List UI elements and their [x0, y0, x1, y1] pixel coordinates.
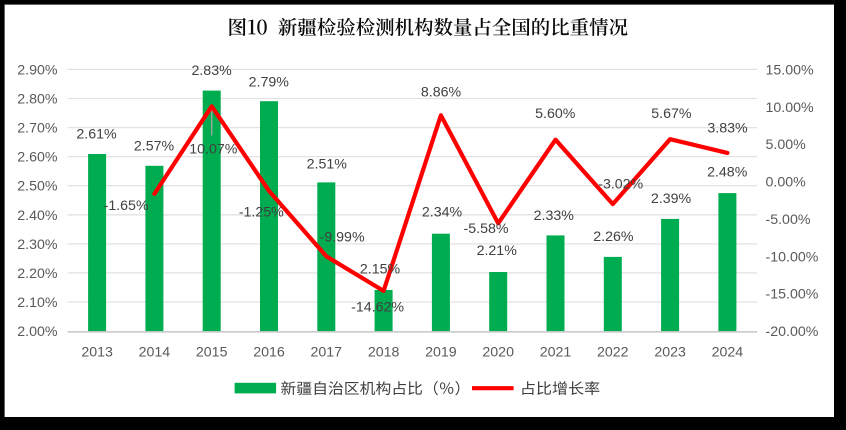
- svg-text:2013: 2013: [81, 345, 113, 361]
- svg-text:2.50%: 2.50%: [17, 179, 58, 195]
- svg-text:2.61%: 2.61%: [76, 126, 117, 142]
- svg-text:2021: 2021: [540, 345, 572, 361]
- svg-text:2019: 2019: [425, 345, 457, 361]
- svg-text:2.57%: 2.57%: [134, 139, 175, 155]
- svg-text:2.90%: 2.90%: [17, 62, 58, 78]
- svg-text:2.60%: 2.60%: [17, 150, 58, 166]
- svg-text:2014: 2014: [139, 345, 171, 361]
- svg-text:-9.99%: -9.99%: [320, 230, 365, 246]
- svg-text:5.67%: 5.67%: [651, 106, 692, 122]
- svg-text:2017: 2017: [311, 345, 343, 361]
- svg-text:2.70%: 2.70%: [17, 121, 58, 137]
- svg-text:5.60%: 5.60%: [535, 106, 576, 122]
- svg-text:15.00%: 15.00%: [766, 62, 815, 78]
- svg-text:2.83%: 2.83%: [191, 63, 232, 79]
- svg-text:5.00%: 5.00%: [766, 137, 807, 153]
- svg-text:-15.00%: -15.00%: [766, 287, 819, 303]
- svg-text:2.15%: 2.15%: [360, 261, 401, 277]
- svg-text:2.51%: 2.51%: [307, 156, 348, 172]
- svg-text:-10.00%: -10.00%: [766, 249, 819, 265]
- svg-text:-20.00%: -20.00%: [766, 324, 819, 340]
- svg-text:2.33%: 2.33%: [534, 208, 575, 224]
- svg-text:2018: 2018: [368, 345, 400, 361]
- svg-text:2015: 2015: [196, 345, 228, 361]
- svg-text:2.40%: 2.40%: [17, 208, 58, 224]
- svg-text:-5.58%: -5.58%: [464, 221, 509, 237]
- svg-text:10.00%: 10.00%: [766, 100, 815, 116]
- svg-text:8.86%: 8.86%: [421, 85, 462, 101]
- svg-text:2.80%: 2.80%: [17, 92, 58, 108]
- svg-text:2.39%: 2.39%: [651, 191, 692, 207]
- svg-text:2024: 2024: [712, 345, 744, 361]
- svg-text:2.26%: 2.26%: [593, 229, 634, 245]
- svg-text:2.10%: 2.10%: [17, 295, 58, 311]
- svg-text:10.07%: 10.07%: [189, 142, 238, 158]
- svg-text:-1.25%: -1.25%: [239, 205, 284, 221]
- svg-text:2.79%: 2.79%: [249, 74, 290, 90]
- svg-text:2.34%: 2.34%: [422, 205, 463, 221]
- svg-text:3.83%: 3.83%: [707, 121, 748, 137]
- svg-text:-5.00%: -5.00%: [766, 212, 811, 228]
- svg-text:2016: 2016: [253, 345, 285, 361]
- svg-text:-3.02%: -3.02%: [598, 176, 643, 192]
- svg-text:2.30%: 2.30%: [17, 237, 58, 253]
- svg-text:2.21%: 2.21%: [477, 243, 518, 259]
- svg-text:2.00%: 2.00%: [17, 324, 58, 340]
- svg-text:-1.65%: -1.65%: [104, 198, 149, 214]
- svg-text:2.48%: 2.48%: [707, 165, 748, 181]
- svg-text:0.00%: 0.00%: [766, 175, 807, 191]
- svg-text:2023: 2023: [654, 345, 686, 361]
- svg-text:2020: 2020: [482, 345, 514, 361]
- svg-text:-14.62%: -14.62%: [351, 299, 404, 315]
- svg-text:2.20%: 2.20%: [17, 266, 58, 282]
- svg-text:2022: 2022: [597, 345, 629, 361]
